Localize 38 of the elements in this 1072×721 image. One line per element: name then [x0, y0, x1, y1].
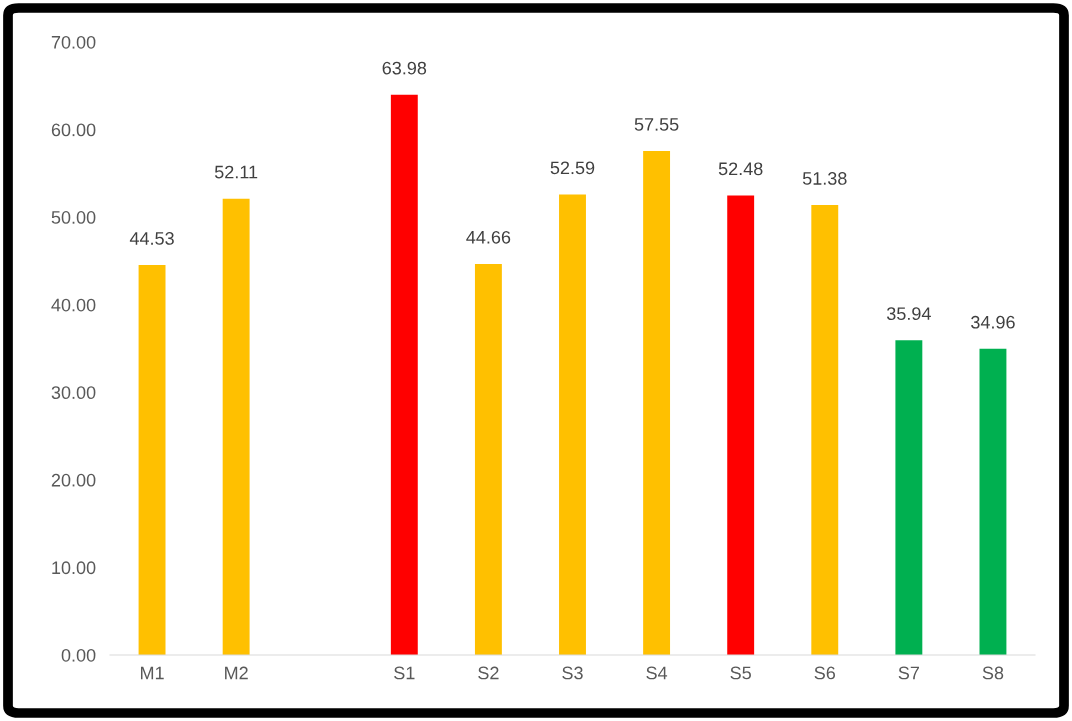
bar: [727, 195, 755, 655]
data-label: 63.98: [382, 61, 427, 75]
y-tick-label: 30.00: [51, 386, 96, 400]
x-tick-label: S3: [562, 666, 583, 680]
x-tick-label: S1: [394, 666, 415, 680]
x-tick-label: S5: [730, 666, 751, 680]
data-label: 51.38: [802, 172, 847, 185]
bar: [979, 348, 1007, 655]
x-tick-label: S8: [982, 666, 1004, 680]
data-label: 44.66: [466, 230, 511, 244]
x-tick-label: S2: [478, 666, 499, 680]
x-tick-label: M1: [140, 666, 164, 680]
bar: [895, 340, 923, 655]
bar: [559, 194, 586, 655]
x-tick-label: S7: [898, 666, 919, 680]
bar: [474, 263, 502, 655]
y-tick-label: 70.00: [51, 35, 96, 49]
data-label: 52.59: [550, 161, 595, 175]
bar: [138, 265, 166, 655]
x-tick-label: M2: [225, 666, 248, 680]
x-tick-label: S4: [646, 666, 668, 680]
y-tick-label: 0.00: [61, 648, 96, 662]
bar: [222, 198, 250, 655]
y-tick-label: 20.00: [51, 473, 96, 487]
x-tick-label: S6: [814, 666, 836, 680]
data-label: 57.55: [634, 118, 679, 131]
data-label: 34.96: [971, 315, 1015, 329]
bar: [390, 94, 418, 655]
data-label: 35.94: [886, 307, 931, 321]
bar: [811, 205, 839, 655]
bar: [643, 151, 671, 655]
y-tick-label: 50.00: [51, 211, 96, 224]
y-tick-label: 10.00: [52, 561, 96, 575]
y-tick-label: 60.00: [51, 123, 96, 137]
y-tick-label: 40.00: [51, 298, 96, 312]
data-label: 44.53: [129, 232, 174, 245]
data-label: 52.11: [214, 165, 258, 179]
data-label: 52.48: [718, 162, 763, 176]
